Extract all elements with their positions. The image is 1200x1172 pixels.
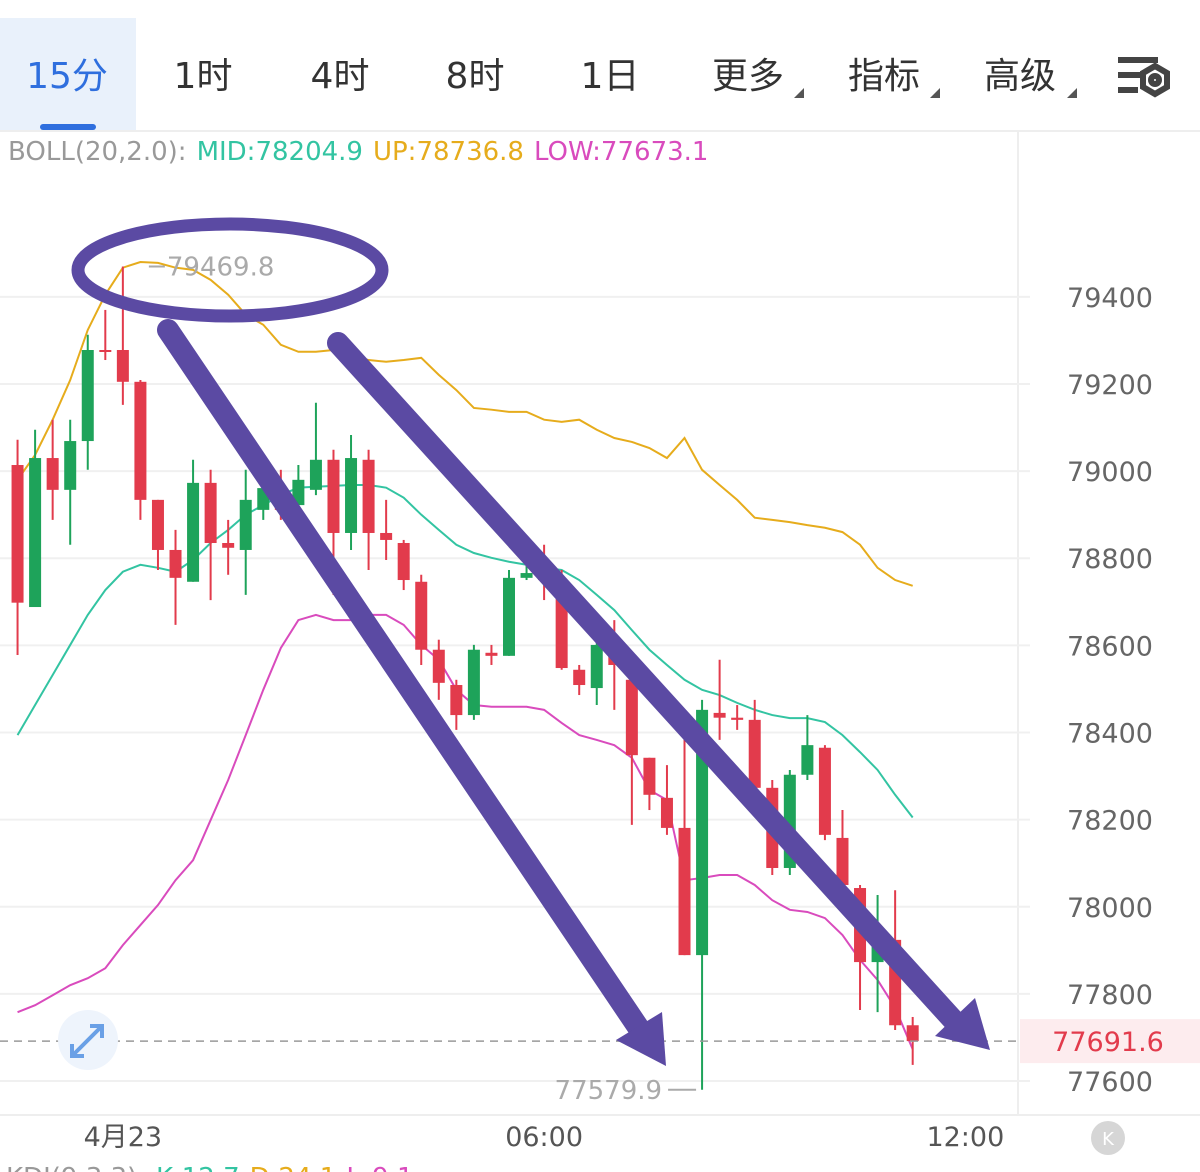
candle-body xyxy=(731,717,744,720)
svg-text:K: K xyxy=(1102,1129,1115,1150)
tab[interactable]: 1日 xyxy=(581,56,640,97)
dropdown-caret xyxy=(1067,88,1077,98)
tab[interactable]: 15分 xyxy=(26,56,108,97)
candle-body xyxy=(643,757,656,795)
candle-body xyxy=(99,350,112,353)
candle-body xyxy=(660,797,673,828)
candle-body xyxy=(292,479,305,506)
candle-body xyxy=(590,644,603,689)
x-tick-label: 4月23 xyxy=(84,1122,163,1153)
y-tick-label: 79400 xyxy=(1067,283,1153,314)
candle-body xyxy=(397,542,410,581)
candle-body xyxy=(748,719,761,788)
active-tab-bg xyxy=(0,18,136,130)
boll-line xyxy=(16,260,914,587)
candle-body xyxy=(836,837,849,885)
arrow-head xyxy=(935,998,990,1050)
y-tick-label: 79200 xyxy=(1067,370,1153,401)
candle-body xyxy=(573,669,586,686)
boll-line xyxy=(16,484,914,819)
candle-body xyxy=(134,381,147,500)
tab[interactable]: 高级 xyxy=(984,56,1056,97)
y-tick-label: 77800 xyxy=(1067,980,1153,1011)
candle-body xyxy=(678,827,691,956)
kdj-legend: KDJ(9,3,3): K:12.7 D:24.1 J:-9.1 xyxy=(6,1163,414,1172)
candle-body xyxy=(204,482,217,543)
candle-body xyxy=(380,532,393,540)
min-label: 77579.9 xyxy=(555,1076,663,1106)
candle-body xyxy=(239,499,252,550)
candle-body xyxy=(801,745,814,775)
kdj-entry: J:-9.1 xyxy=(344,1163,413,1172)
active-tab-underline xyxy=(40,124,96,130)
y-tick-label: 78200 xyxy=(1067,806,1153,837)
candle-body xyxy=(222,542,235,548)
candle-body xyxy=(345,458,358,533)
candle-body xyxy=(906,1025,919,1042)
candle-body xyxy=(11,465,24,603)
tab[interactable]: 指标 xyxy=(848,56,920,97)
annotation xyxy=(71,217,966,1041)
candle-body xyxy=(187,482,200,582)
dropdown-caret xyxy=(930,88,940,98)
y-tick-label: 78400 xyxy=(1067,719,1153,750)
candle-body xyxy=(362,459,375,533)
candle-body xyxy=(169,549,182,578)
y-tick-label: 79000 xyxy=(1067,457,1153,488)
candle-body xyxy=(29,458,42,608)
expand-icon[interactable] xyxy=(58,1010,118,1070)
candle-body xyxy=(503,577,515,656)
candle-body xyxy=(64,441,77,490)
indicator-name: BOLL(20,2.0): xyxy=(8,137,187,167)
candle-body xyxy=(696,709,709,956)
tab[interactable]: 更多 xyxy=(712,56,784,97)
legend-entry: UP:78736.8 xyxy=(373,137,524,167)
candle-body xyxy=(151,499,164,550)
candle-body xyxy=(485,652,498,656)
candle-body xyxy=(713,712,726,718)
kdj-entry: D:24.1 xyxy=(250,1163,337,1172)
legend-entry: MID:78204.9 xyxy=(197,137,363,167)
indicator-legend: BOLL(20,2.0): MID:78204.9 UP:78736.8 LOW:77… xyxy=(8,137,708,167)
candle-body xyxy=(432,649,445,683)
y-tick-label: 78600 xyxy=(1067,631,1153,662)
x-tick-label: 06:00 xyxy=(505,1122,583,1153)
y-tick-label: 78800 xyxy=(1067,544,1153,575)
kdj-entry: K:12.7 xyxy=(156,1163,240,1172)
candle-body xyxy=(555,597,568,669)
dropdown-caret xyxy=(794,88,804,98)
candle-body xyxy=(327,459,340,533)
candle-body xyxy=(81,350,94,442)
candle-body xyxy=(450,685,463,716)
candle-body xyxy=(46,458,59,490)
kdj-title: KDJ(9,3,3): xyxy=(6,1163,146,1172)
candle-body xyxy=(467,649,480,716)
y-tick-label: 78000 xyxy=(1067,893,1153,924)
legend-entry: LOW:77673.1 xyxy=(534,137,708,167)
tab[interactable]: 1时 xyxy=(174,56,233,97)
tab[interactable]: 4时 xyxy=(311,56,370,97)
arrow-head xyxy=(616,1012,666,1066)
max-label: 79469.8 xyxy=(167,252,275,282)
last-price-label: 77691.6 xyxy=(1052,1027,1164,1058)
candle-body xyxy=(309,459,322,490)
y-tick-label: 77600 xyxy=(1067,1067,1153,1098)
boll-line xyxy=(17,613,914,1050)
logo-icon: K xyxy=(1091,1121,1125,1155)
settings-icon[interactable] xyxy=(1118,57,1170,98)
last-price-box xyxy=(1020,1019,1200,1064)
candle-body xyxy=(818,747,831,835)
candle-body xyxy=(625,679,638,756)
candle-body xyxy=(116,350,129,382)
candle-body xyxy=(415,581,428,650)
x-tick-label: 12:00 xyxy=(926,1122,1004,1153)
candle-body xyxy=(520,573,533,578)
tab[interactable]: 8时 xyxy=(446,56,505,97)
